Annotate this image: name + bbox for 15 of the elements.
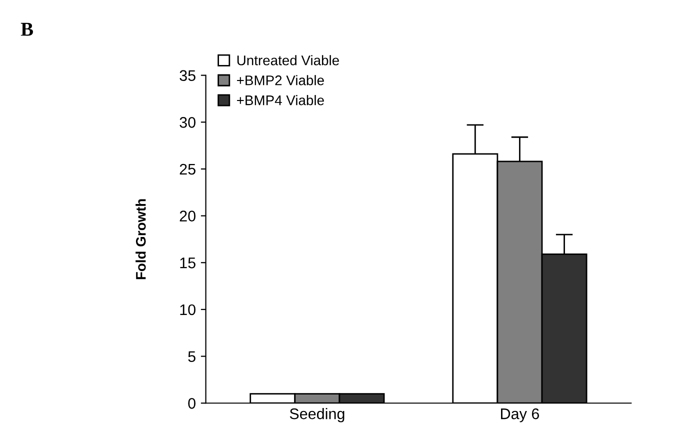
legend-label: Untreated Viable [237, 55, 339, 66]
x-tick-label: Seeding [290, 408, 344, 422]
y-tick-label: 0 [188, 398, 196, 409]
y-axis-title: Fold Growth [136, 199, 146, 280]
y-tick-label: 25 [180, 164, 196, 175]
y-tick-label: 20 [180, 210, 196, 222]
y-tick-label: 10 [180, 304, 196, 316]
y-tick-label: 15 [180, 258, 196, 268]
y-tick-label: 5 [188, 351, 196, 362]
y-tick-label: 30 [180, 117, 196, 128]
text: B [20, 22, 34, 36]
legend-label: +BMP2 Viable [237, 75, 324, 86]
legend-label: +BMP4 Viable [237, 95, 324, 106]
y-tick-label: 35 [180, 70, 196, 81]
x-tick-label: Day 6 [501, 408, 540, 422]
